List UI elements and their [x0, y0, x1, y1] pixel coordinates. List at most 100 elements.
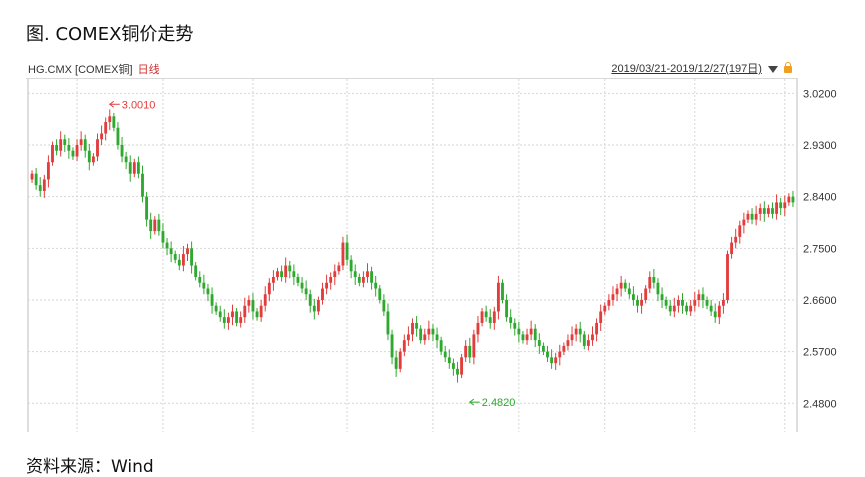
candle-body — [30, 173, 34, 180]
candle-body — [791, 196, 795, 203]
candle-body — [202, 282, 206, 289]
candle-body — [595, 322, 599, 335]
candle-body — [599, 311, 603, 323]
candle-body — [59, 139, 63, 151]
ticker-label: HG.CMX [COMEX铜] 日线 — [28, 61, 160, 77]
candle-body — [136, 162, 140, 174]
candle-body — [644, 288, 648, 300]
period-label[interactable]: 日线 — [137, 64, 160, 76]
candle-body — [382, 299, 386, 312]
candle-body — [513, 322, 517, 329]
candle-body — [153, 219, 157, 232]
candle-body — [484, 311, 488, 318]
candle-body — [607, 299, 611, 306]
candle-body — [267, 282, 271, 295]
figure-title: 图. COMEX铜价走势 — [26, 24, 194, 45]
date-range-control[interactable]: 2019/03/21-2019/12/27(197日) — [611, 60, 792, 76]
candle-body — [259, 305, 263, 318]
candle-body — [685, 305, 689, 312]
candle-body — [79, 139, 83, 146]
candle-body — [386, 311, 390, 335]
candle-body — [668, 305, 672, 312]
candle-body — [664, 299, 668, 306]
candle-body — [509, 317, 513, 323]
candle-body — [263, 294, 267, 306]
candle-body — [517, 328, 521, 335]
candle-body — [742, 219, 746, 226]
candle-body — [627, 288, 631, 295]
candle-body — [91, 156, 95, 163]
candle-body — [619, 282, 623, 289]
candle-body — [169, 248, 173, 255]
candle-body — [525, 334, 529, 341]
candle-body — [480, 311, 484, 323]
candle-body — [464, 345, 468, 358]
candle-body — [636, 299, 639, 306]
candle-body — [762, 208, 766, 214]
candle-body — [574, 328, 578, 335]
min-annotation-label: 2.4820 — [482, 397, 516, 409]
candle-body — [276, 271, 279, 278]
candle-body — [676, 299, 680, 306]
candle-body — [472, 334, 476, 358]
candle-body — [701, 294, 705, 300]
candle-body — [541, 345, 545, 352]
candle-body — [46, 162, 50, 180]
candle-body — [218, 311, 222, 318]
candle-body — [145, 196, 149, 220]
candle-body — [345, 242, 349, 260]
candle-body — [120, 145, 124, 157]
candle-body — [284, 265, 288, 278]
candle-body — [83, 139, 87, 151]
candle-body — [231, 311, 234, 318]
candle-body — [443, 351, 447, 358]
lock-icon[interactable] — [784, 61, 792, 73]
source-note: 资料来源：Wind — [26, 457, 154, 477]
candle-body — [271, 277, 275, 283]
candle-body — [402, 340, 406, 352]
y-tick-label: 2.4800 — [803, 398, 837, 410]
candle-body — [705, 299, 709, 306]
candle-body — [423, 334, 427, 341]
candle-body — [603, 305, 607, 312]
candle-body — [124, 156, 128, 163]
candle-body — [108, 116, 112, 123]
candle-body — [255, 311, 259, 318]
candle-body — [501, 282, 504, 300]
candle-body — [660, 294, 664, 300]
candle-body — [558, 351, 562, 358]
candle-body — [550, 357, 554, 364]
candle-body — [758, 208, 762, 214]
dropdown-triangle-icon[interactable] — [767, 65, 778, 73]
candle-body — [435, 334, 439, 341]
candle-body — [329, 277, 333, 283]
candle-body — [288, 265, 292, 272]
candle-body — [398, 351, 402, 369]
candle-body — [439, 340, 443, 352]
candle-body — [766, 208, 770, 214]
candle-body — [251, 299, 255, 312]
candle-body — [63, 139, 67, 146]
candle-body — [38, 185, 42, 191]
candle-body — [566, 340, 570, 346]
candle-body — [734, 236, 738, 243]
candle-body — [406, 334, 410, 341]
candle-body — [316, 299, 320, 312]
candle-body — [615, 288, 619, 295]
candle-body — [730, 242, 734, 255]
date-range-text[interactable]: 2019/03/21-2019/12/27(197日) — [611, 63, 762, 75]
candle-body — [631, 294, 635, 300]
candle-body — [546, 351, 549, 358]
candle-body — [206, 288, 210, 295]
candle-body — [190, 248, 194, 266]
y-tick-label: 2.7500 — [803, 243, 837, 255]
candle-body — [353, 271, 357, 278]
candle-body — [754, 213, 758, 220]
candle-body — [390, 334, 394, 358]
y-tick-label: 3.0200 — [803, 88, 837, 100]
candle-body — [132, 162, 136, 174]
candle-body — [492, 311, 496, 323]
candle-body — [529, 328, 533, 335]
candle-body — [717, 305, 721, 318]
candle-body — [586, 340, 590, 346]
